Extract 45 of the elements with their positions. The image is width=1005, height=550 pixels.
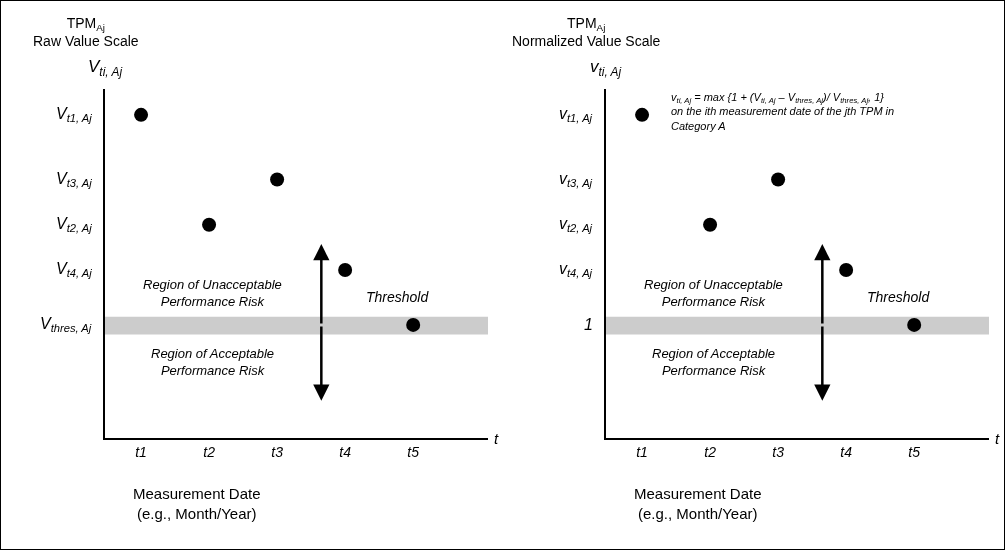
x-tick-label: t3 (271, 443, 284, 460)
text: v$_{t2, Aj}$ (559, 215, 593, 235)
point (270, 172, 285, 187)
text: v$_{ti, Aj}$ (590, 57, 622, 79)
text: t (995, 430, 1000, 447)
text: v$_{ti, Aj}$ = max {1 + (V$_{ti, Aj}$ – V$_{thres, Aj}$)/ V$_{thres, Aj}$, 1} on the ith measurement date of the jth TPM in Category A (671, 91, 895, 132)
x-tick-label: t2 (704, 443, 717, 460)
text: 1 (584, 316, 593, 333)
x-tick-label: t2 (203, 443, 216, 460)
annotation: Region of Unacceptable Performance Risk (644, 277, 783, 309)
annotation: Region of Acceptable Performance Risk (151, 346, 275, 378)
point (703, 217, 718, 232)
point (839, 262, 854, 277)
point (134, 107, 149, 122)
x-tick-label: t1 (135, 443, 147, 460)
point (338, 262, 353, 277)
text: t (494, 430, 499, 447)
x-tick-label: t5 (908, 443, 921, 460)
y-axis-title: TPM$_{Aj}$ Raw Value Scale (33, 15, 139, 50)
text: V$_{thres, Aj}$ (40, 315, 92, 335)
annotation: Region of Unacceptable Performance Risk (143, 277, 282, 309)
annotation: Region of Acceptable Performance Risk (652, 346, 776, 378)
text: V$_{t4, Aj}$ (56, 260, 93, 280)
x-tick-label: t5 (407, 443, 420, 460)
text: V$_{t2, Aj}$ (56, 215, 93, 235)
point (635, 107, 650, 122)
x-tick-label: t3 (772, 443, 785, 460)
x-axis-title: Measurement Date (e.g., Month/Year) (133, 485, 261, 522)
point (406, 317, 421, 332)
text: v$_{t3, Aj}$ (559, 170, 593, 190)
y-axis-title: TPM$_{Aj}$ Normalized Value Scale (512, 15, 661, 50)
text: V$_{t3, Aj}$ (56, 170, 93, 190)
point (907, 317, 922, 332)
x-tick-label: t1 (636, 443, 648, 460)
text: V$_{ti, Aj}$ (88, 57, 123, 79)
x-axis-title: Measurement Date (e.g., Month/Year) (634, 485, 762, 522)
point (202, 217, 217, 232)
band-label: Threshold (366, 289, 430, 305)
text: V$_{t1, Aj}$ (56, 105, 93, 125)
point (771, 172, 786, 187)
band-label: Threshold (867, 289, 931, 305)
x-tick-label: t4 (840, 443, 853, 460)
x-tick-label: t4 (339, 443, 352, 460)
text: v$_{t4, Aj}$ (559, 260, 593, 280)
text: v$_{t1, Aj}$ (559, 105, 593, 125)
